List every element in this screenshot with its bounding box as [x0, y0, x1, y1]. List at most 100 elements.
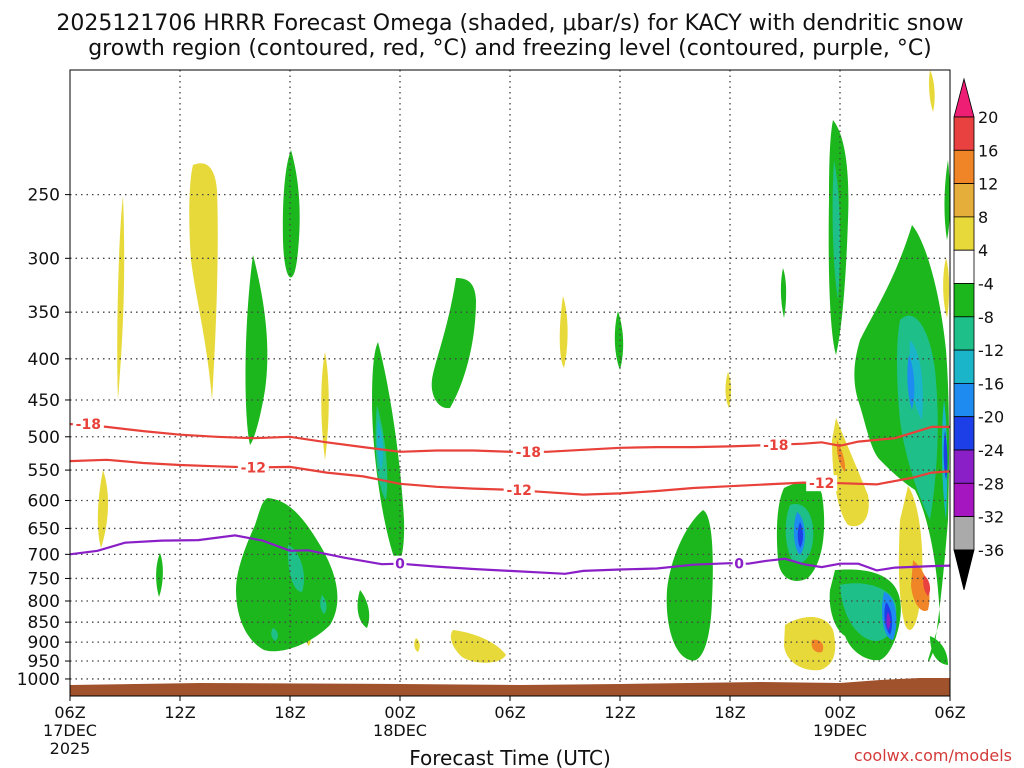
contour-label-background: [512, 443, 544, 460]
contour-label-background: [237, 459, 269, 476]
colorbar-segment: [953, 283, 975, 318]
terrain-ground: [70, 678, 950, 696]
omega-area-negative: [372, 342, 405, 563]
omega-area-negative: [156, 553, 163, 597]
colorbar-label: -16: [978, 374, 1004, 393]
y-tick-label: 250: [28, 186, 60, 206]
colorbar-extend-bottom: [953, 549, 975, 590]
omega-area-negative-strong: [271, 628, 278, 641]
temperature-contours: -18 -18 -18 -12 -12 -12 0 0: [69, 415, 951, 575]
x-tick-label: 06Z: [934, 703, 965, 722]
omega-area-positive-strong: [811, 639, 824, 653]
contour-label: -12: [809, 476, 834, 492]
omega-area-negative-strong: [377, 420, 384, 470]
omega-area-negative: [357, 590, 370, 628]
omega-area-negative: [944, 160, 950, 240]
credit-text: coolwx.com/models: [854, 746, 1012, 765]
chart-title-line-1: 2025121706 HRRR Forecast Omega (shaded, …: [56, 11, 963, 36]
colorbar-segment: [953, 116, 975, 151]
y-tick-label: 1000: [17, 670, 60, 690]
colorbar-segment: [953, 216, 975, 251]
colorbar-extend-top: [953, 77, 975, 118]
colorbar-label: -28: [978, 474, 1004, 493]
y-tick-label: 850: [28, 613, 60, 633]
colorbar-segment: [953, 349, 975, 384]
colorbar-label: -32: [978, 508, 1004, 527]
omega-area-positive-strong: [923, 575, 931, 596]
omega-area-positive: [929, 70, 935, 112]
omega-area-positive-strong: [836, 440, 846, 472]
colorbar-label: -12: [978, 341, 1004, 360]
omega-area-positive: [943, 258, 950, 318]
contour-label-background: [732, 555, 746, 572]
omega-area-negative: [431, 278, 476, 409]
x-tick-label: 12Z: [164, 703, 195, 722]
colorbar-label: 4: [978, 241, 988, 260]
omega-area-positive: [189, 163, 218, 400]
y-tick-label: 800: [28, 592, 60, 612]
contour-line--18: [69, 422, 950, 453]
colorbar-label: 16: [978, 141, 998, 160]
omega-area-positive: [414, 638, 420, 652]
y-tick-label: 700: [28, 545, 60, 565]
plot-background: [70, 70, 950, 696]
omega-area-negative: [245, 255, 268, 445]
omega-area-negative: [282, 150, 300, 278]
y-tick-label: 550: [28, 461, 60, 481]
contour-label-background: [393, 555, 407, 572]
contour-label-background: [806, 475, 838, 492]
omega-area-negative-strong: [287, 545, 305, 592]
contour-label: 0: [734, 557, 744, 573]
colorbar-label: -24: [978, 441, 1004, 460]
contour-label: -12: [507, 483, 532, 499]
colorbar-label: 20: [978, 108, 998, 127]
y-axis: 2503003504004505005506006507007508008509…: [17, 186, 70, 690]
colorbar-label: -36: [978, 541, 1004, 560]
x-tick-label: 06Z: [54, 703, 85, 722]
colorbar-segment: [953, 316, 975, 351]
x-tick-label: 12Z: [604, 703, 635, 722]
colorbar-segment: [953, 382, 975, 418]
omega-area-positive: [725, 372, 732, 408]
x-axis-label: Forecast Time (UTC): [409, 746, 611, 768]
x-tick-year-label: 2025: [50, 739, 91, 758]
contour-label: -12: [241, 461, 266, 477]
colorbar-segment: [953, 416, 975, 451]
colorbar-segment: [953, 449, 975, 484]
y-tick-label: 400: [28, 350, 60, 370]
y-tick-label: 650: [28, 519, 60, 539]
contour-label-background: [72, 415, 104, 432]
y-tick-label: 500: [28, 428, 60, 448]
omega-area-negative: [236, 498, 338, 652]
plot-area: -18 -18 -18 -12 -12 -12 0 0: [69, 69, 951, 697]
colorbar-segment: [953, 482, 975, 517]
colorbar-segment: [953, 516, 975, 551]
omega-area-positive: [450, 630, 506, 663]
x-tick-date-label: 17DEC: [43, 721, 97, 740]
colorbar: 20 16 12 8 4 -4 -8 -12 -16 -20 -24 -28 -32 -36: [953, 77, 1004, 590]
chart-title-line-2: growth region (contoured, red, °C) and f…: [88, 36, 932, 61]
omega-area-negative: [930, 636, 948, 665]
omega-area-positive: [97, 470, 109, 548]
colorbar-segment: [953, 183, 975, 218]
contour-label-background: [760, 437, 792, 454]
omega-area-positive: [559, 296, 568, 368]
x-tick-label: 00Z: [824, 703, 855, 722]
omega-area-negative-strong: [897, 315, 938, 520]
contour-line-0: [69, 534, 951, 575]
y-tick-label: 950: [28, 652, 60, 672]
contour-label: -18: [516, 445, 541, 461]
y-tick-label: 300: [28, 249, 60, 269]
omega-area-negative-strong: [832, 160, 841, 300]
omega-shading: [97, 70, 950, 671]
y-tick-label: 600: [28, 491, 60, 511]
omega-area-positive: [784, 616, 836, 671]
x-tick-label: 18Z: [714, 703, 745, 722]
omega-area-negative: [614, 311, 624, 370]
contour-label: 0: [395, 557, 405, 573]
omega-area-negative: [780, 268, 787, 318]
omega-area-positive: [117, 196, 125, 400]
x-tick-label: 06Z: [494, 703, 525, 722]
